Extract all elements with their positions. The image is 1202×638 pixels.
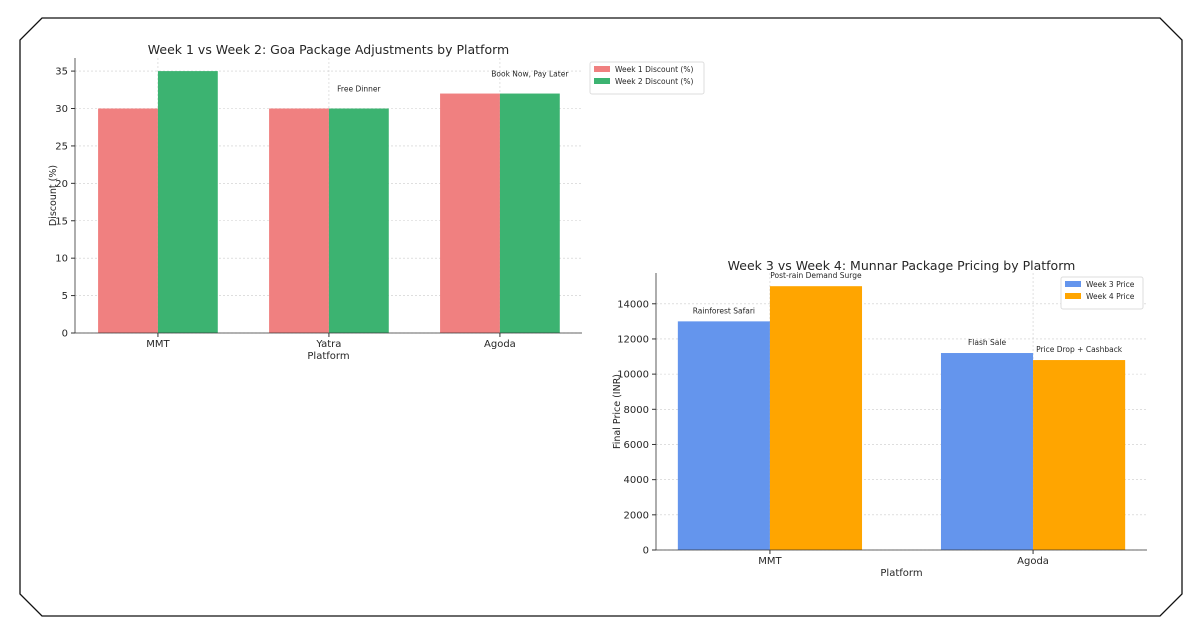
bar-week-1-discount- xyxy=(269,108,329,334)
bar-annotation: Price Drop + Cashback xyxy=(1036,345,1123,354)
bar-week-4-price xyxy=(1033,360,1126,550)
y-tick-label: 14000 xyxy=(617,299,649,310)
bar-annotation: Post-rain Demand Surge xyxy=(770,271,862,280)
x-tick-label: MMT xyxy=(758,556,782,567)
y-tick-label: 10 xyxy=(55,254,68,265)
y-tick-label: 5 xyxy=(62,291,68,302)
legend-label: Week 1 Discount (%) xyxy=(615,65,693,74)
bar-week-2-discount- xyxy=(157,71,218,333)
legend-swatch xyxy=(594,66,610,72)
y-tick-label: 0 xyxy=(62,329,68,340)
x-tick-label: Agoda xyxy=(484,339,516,350)
y-axis-label: Final Price (INR) xyxy=(612,374,623,449)
chart-title: Week 3 vs Week 4: Munnar Package Pricing… xyxy=(728,258,1076,273)
legend-swatch xyxy=(1065,293,1081,299)
bar-annotation: Flash Sale xyxy=(968,338,1006,347)
bar-annotation: Rainforest Safari xyxy=(693,306,755,315)
legend: Week 1 Discount (%) Week 2 Discount (%) xyxy=(589,61,705,95)
bar-week-1-discount- xyxy=(440,93,500,333)
legend-swatch xyxy=(1065,281,1081,287)
y-tick-label: 30 xyxy=(55,104,68,115)
bar-week-3-price xyxy=(940,353,1034,550)
y-tick-label: 10000 xyxy=(617,370,649,381)
legend-swatch xyxy=(594,78,610,84)
x-axis-label: Platform xyxy=(880,568,922,579)
legend-box xyxy=(1060,276,1144,310)
x-tick-label: Agoda xyxy=(1017,556,1049,567)
y-tick-label: 6000 xyxy=(624,440,649,451)
y-tick-label: 4000 xyxy=(624,475,649,486)
munnar-price-chart: 0 2000 4000 6000 8000 10000 12000 14000 MMT Agoda… xyxy=(612,258,1147,579)
bar-week-4-price xyxy=(769,286,863,550)
legend-label: Week 4 Price xyxy=(1086,292,1135,301)
bar-week-1-discount- xyxy=(98,108,158,334)
x-axis-label: Platform xyxy=(307,351,349,362)
bar-annotation: Book Now, Pay Later xyxy=(491,70,569,79)
x-tick-label: MMT xyxy=(146,339,170,350)
legend-label: Week 3 Price xyxy=(1086,280,1135,289)
bar-week-3-price xyxy=(677,321,770,550)
chart-title: Week 1 vs Week 2: Goa Package Adjustment… xyxy=(148,42,509,57)
legend-box xyxy=(589,61,705,95)
y-tick-label: 15 xyxy=(55,216,68,227)
bar-week-2-discount- xyxy=(499,93,560,333)
goa-discount-chart: 0 5 10 15 20 25 30 35 MMT Yatra Agoda Free Dinner Bo… xyxy=(48,42,705,362)
y-tick-label: 20 xyxy=(55,179,68,190)
y-tick-label: 2000 xyxy=(624,510,649,521)
bar-annotation: Free Dinner xyxy=(337,85,381,94)
y-tick-label: 25 xyxy=(55,141,68,152)
x-tick-label: Yatra xyxy=(315,339,341,350)
legend-label: Week 2 Discount (%) xyxy=(615,77,693,86)
y-tick-label: 8000 xyxy=(624,405,649,416)
bar-week-2-discount- xyxy=(328,108,389,334)
y-tick-label: 12000 xyxy=(617,334,649,345)
y-axis-label: Discount (%) xyxy=(48,165,59,226)
y-tick-label: 0 xyxy=(643,546,649,557)
legend: Week 3 Price Week 4 Price xyxy=(1060,276,1144,310)
y-tick-label: 35 xyxy=(55,67,68,78)
